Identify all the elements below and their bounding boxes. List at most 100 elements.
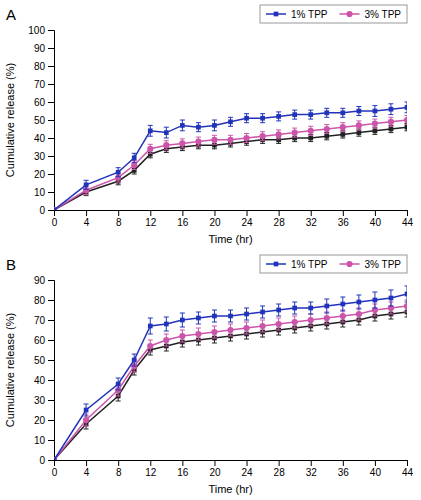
tick: 24 bbox=[241, 460, 253, 478]
error-bar bbox=[324, 125, 329, 134]
tick-label: 20 bbox=[34, 169, 46, 180]
tick-label: 50 bbox=[34, 355, 46, 366]
error-bar bbox=[180, 313, 185, 327]
marker bbox=[340, 132, 345, 137]
series bbox=[54, 300, 407, 460]
y-axis-title: Cumulative release (%) bbox=[4, 63, 16, 177]
tick: 36 bbox=[338, 210, 350, 228]
tick: 24 bbox=[241, 210, 253, 228]
marker bbox=[260, 323, 266, 329]
error-bar bbox=[388, 104, 393, 115]
tick: 8 bbox=[116, 460, 122, 478]
error-bar bbox=[292, 110, 297, 119]
tick: 0 bbox=[52, 460, 58, 478]
tick-mark bbox=[247, 460, 248, 466]
marker bbox=[308, 112, 313, 117]
error-bar bbox=[324, 299, 329, 313]
tick: 20 bbox=[34, 169, 54, 180]
marker bbox=[276, 308, 281, 313]
error-bar bbox=[308, 126, 313, 135]
marker bbox=[405, 105, 407, 110]
axis-domain bbox=[55, 461, 408, 467]
marker bbox=[340, 313, 346, 319]
marker bbox=[54, 458, 56, 460]
tick: 0 bbox=[52, 210, 58, 228]
tick-label: 12 bbox=[145, 467, 157, 478]
tick-label: 10 bbox=[34, 435, 46, 446]
tick: 0 bbox=[39, 205, 54, 216]
panel: 0481216202428323640440102030405060708090… bbox=[4, 255, 413, 495]
legend-entry: 3% TPP bbox=[340, 259, 402, 270]
marker bbox=[292, 319, 298, 325]
series-line bbox=[54, 120, 407, 210]
series-line bbox=[54, 294, 407, 460]
tick-label: 90 bbox=[34, 275, 46, 286]
tick-label: 28 bbox=[274, 467, 286, 478]
tick: 40 bbox=[34, 133, 54, 144]
error-bar bbox=[212, 135, 217, 144]
error-bar bbox=[148, 144, 153, 153]
tick-mark bbox=[118, 210, 119, 216]
tick: 4 bbox=[84, 210, 90, 228]
tick: 10 bbox=[34, 187, 54, 198]
error-bar bbox=[356, 121, 361, 130]
marker bbox=[243, 135, 249, 141]
error-bar bbox=[164, 141, 169, 150]
error-bar bbox=[180, 139, 185, 148]
legend-label: 1% TPP bbox=[291, 9, 328, 20]
error-bar bbox=[292, 316, 297, 328]
marker bbox=[404, 117, 407, 123]
tick-mark bbox=[48, 138, 54, 139]
marker bbox=[163, 142, 169, 148]
tick-label: 90 bbox=[34, 43, 46, 54]
marker bbox=[147, 146, 153, 152]
marker bbox=[83, 417, 89, 423]
tick-label: 20 bbox=[34, 415, 46, 426]
tick: 36 bbox=[338, 460, 350, 478]
tick-mark bbox=[407, 460, 408, 466]
tick-mark bbox=[48, 460, 54, 461]
tick-label: 4 bbox=[84, 467, 90, 478]
tick-label: 24 bbox=[241, 467, 253, 478]
error-bar bbox=[388, 290, 393, 306]
tick-label: 70 bbox=[34, 315, 46, 326]
marker bbox=[212, 314, 217, 319]
marker bbox=[211, 137, 217, 143]
tick: 44 bbox=[402, 210, 414, 228]
marks bbox=[54, 286, 407, 460]
tick-mark bbox=[343, 460, 344, 466]
tick: 0 bbox=[39, 455, 54, 466]
tick-mark bbox=[48, 66, 54, 67]
marker bbox=[373, 128, 378, 133]
tick-mark bbox=[48, 340, 54, 341]
error-bar bbox=[148, 318, 153, 334]
marker bbox=[164, 322, 169, 327]
error-bar bbox=[276, 130, 281, 139]
tick-mark bbox=[86, 210, 87, 216]
marker bbox=[405, 292, 407, 297]
error-bar bbox=[164, 317, 169, 331]
marker bbox=[54, 208, 56, 210]
tick-label: 0 bbox=[52, 467, 58, 478]
tick-mark bbox=[48, 48, 54, 49]
error-bar bbox=[84, 404, 89, 416]
tick-label: 8 bbox=[116, 467, 122, 478]
y-axis: 0102030405060708090 bbox=[34, 275, 55, 466]
tick: 32 bbox=[306, 460, 318, 478]
marker bbox=[389, 107, 394, 112]
marker bbox=[340, 302, 345, 307]
marker bbox=[164, 130, 169, 135]
tick: 80 bbox=[34, 295, 54, 306]
tick-label: 80 bbox=[34, 295, 46, 306]
tick: 60 bbox=[34, 335, 54, 346]
error-bar bbox=[244, 114, 249, 123]
legend: 1% TPP3% TPP bbox=[260, 255, 407, 273]
tick-mark bbox=[48, 192, 54, 193]
marker bbox=[195, 331, 201, 337]
marker bbox=[132, 155, 137, 160]
x-axis-title: Time (hr) bbox=[208, 233, 252, 245]
tick: 8 bbox=[116, 210, 122, 228]
marker bbox=[148, 324, 153, 329]
tick-mark bbox=[48, 400, 54, 401]
y-axis-title: Cumulative release (%) bbox=[4, 313, 16, 427]
